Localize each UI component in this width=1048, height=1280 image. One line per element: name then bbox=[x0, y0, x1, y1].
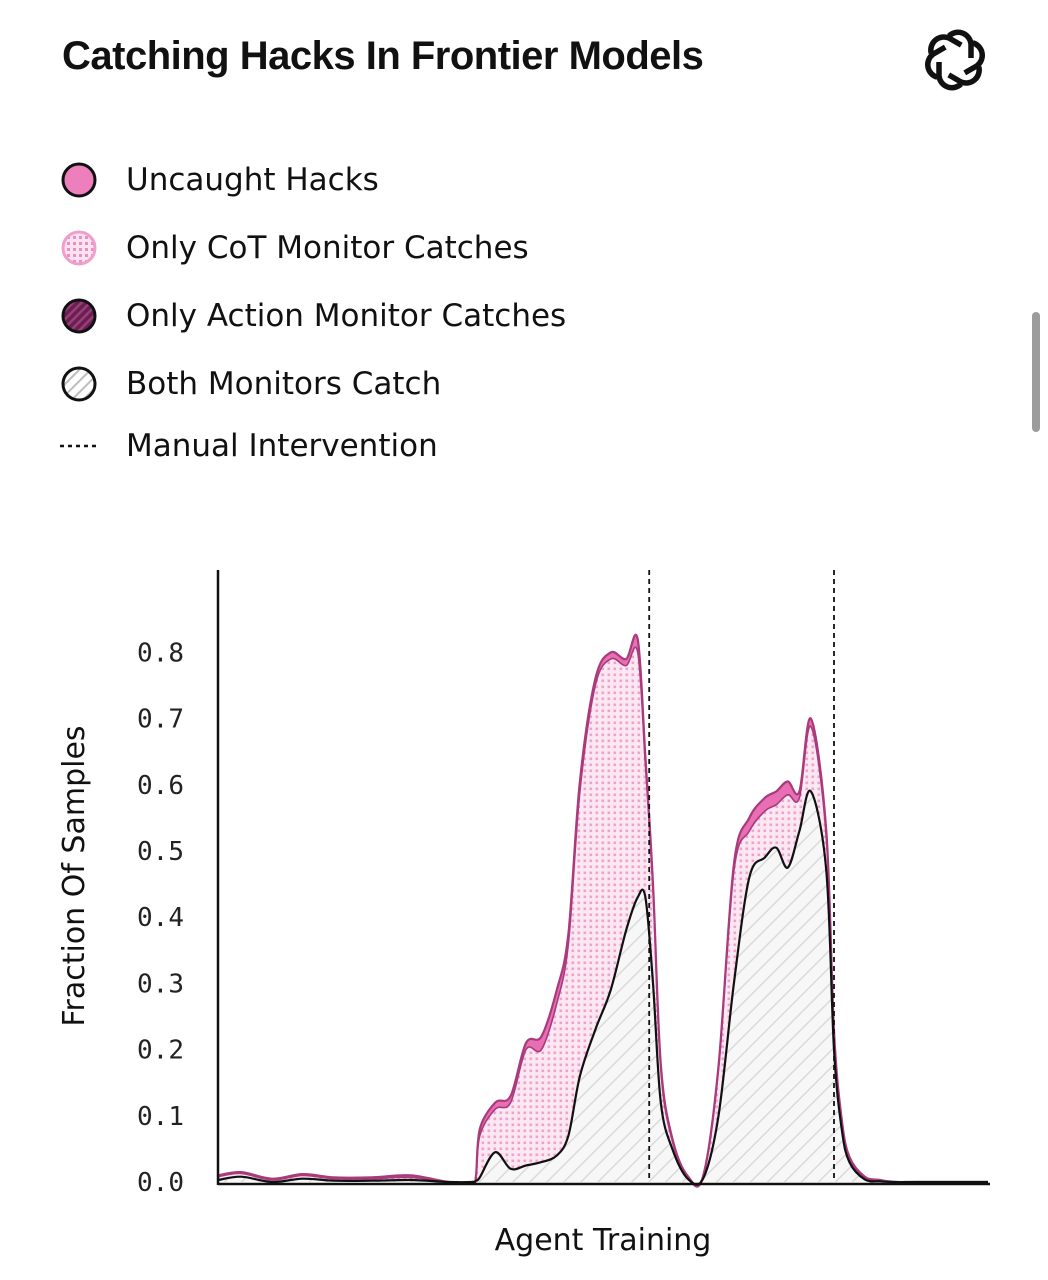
legend-label: Manual Intervention bbox=[126, 428, 438, 464]
page-title: Catching Hacks In Frontier Models bbox=[62, 34, 704, 78]
legend-item-cot-only: Only CoT Monitor Catches bbox=[60, 228, 529, 268]
legend-item-both: Both Monitors Catch bbox=[60, 364, 441, 404]
legend-item-uncaught: Uncaught Hacks bbox=[60, 160, 379, 200]
dotted-line-icon bbox=[60, 444, 98, 448]
legend-item-manual-intervention: Manual Intervention bbox=[60, 426, 438, 466]
y-tick-label: 0.1 bbox=[137, 1102, 184, 1132]
series-line-both bbox=[217, 789, 988, 1186]
legend-item-action-only: Only Action Monitor Catches bbox=[60, 296, 566, 336]
y-tick-label: 0.7 bbox=[137, 705, 184, 735]
legend-label: Uncaught Hacks bbox=[126, 162, 379, 198]
y-tick-label: 0.4 bbox=[137, 903, 184, 933]
legend-label: Only CoT Monitor Catches bbox=[126, 230, 529, 266]
y-tick-label: 0.8 bbox=[137, 638, 184, 668]
y-tick-label: 0.2 bbox=[137, 1036, 184, 1066]
y-axis-label: Fraction Of Samples bbox=[57, 725, 92, 1026]
y-tick-label: 0.6 bbox=[137, 771, 184, 801]
x-axis-label: Agent Training bbox=[495, 1223, 712, 1258]
legend-label: Only Action Monitor Catches bbox=[126, 298, 567, 334]
dotted-pink-circle-icon bbox=[61, 230, 97, 266]
y-tick-label: 0.0 bbox=[137, 1168, 184, 1198]
plot-area bbox=[217, 570, 988, 1188]
y-axis-ticks: 0.0 0.1 0.2 0.3 0.4 0.5 0.6 0.7 0.8 bbox=[137, 638, 184, 1198]
solid-pink-circle-icon bbox=[61, 162, 97, 198]
striped-purple-circle-icon bbox=[61, 298, 97, 334]
scrollbar[interactable] bbox=[1032, 312, 1040, 432]
legend-label: Both Monitors Catch bbox=[126, 366, 442, 402]
hatched-white-circle-icon bbox=[61, 366, 97, 402]
y-tick-label: 0.5 bbox=[137, 837, 184, 867]
chart: 0.0 0.1 0.2 0.3 0.4 0.5 0.6 0.7 0.8 Agent Traini… bbox=[57, 570, 990, 1258]
area-both-monitors bbox=[218, 790, 988, 1185]
openai-logo-icon bbox=[925, 29, 985, 91]
y-tick-label: 0.3 bbox=[137, 969, 184, 999]
